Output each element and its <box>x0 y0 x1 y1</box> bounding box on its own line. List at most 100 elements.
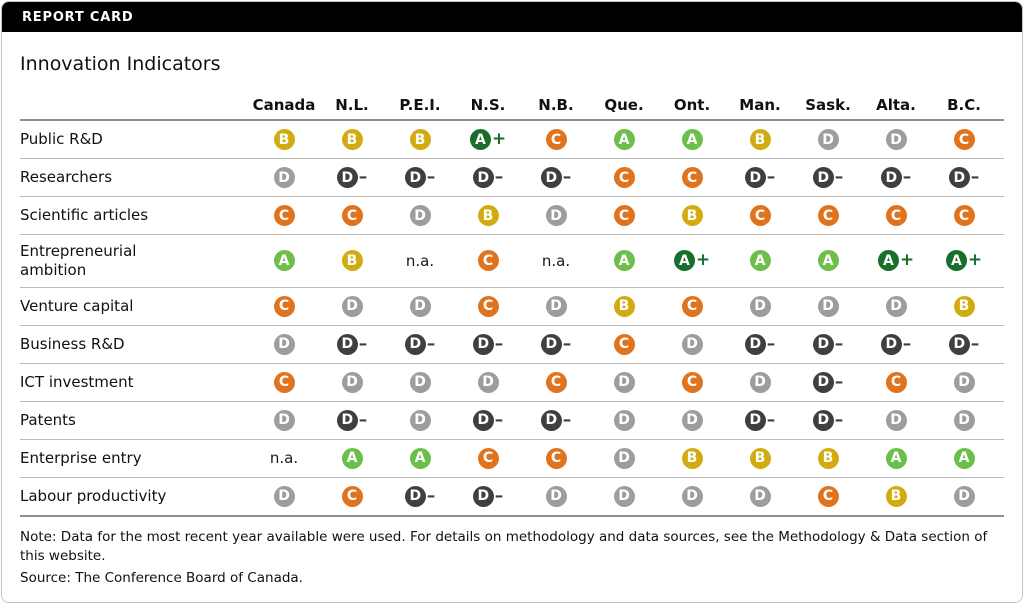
grade-cell: D <box>250 409 318 431</box>
grade-badge: D <box>885 129 907 150</box>
grade-cell: A <box>250 250 318 272</box>
grade-badge: A <box>341 447 363 469</box>
grade-cell: D – <box>862 167 930 188</box>
table-row: Enterprise entry n.a. A A C C D B B B A A <box>20 440 1004 478</box>
grade-badge: D <box>540 409 562 431</box>
row-label: Entrepreneurial ambition <box>20 242 137 279</box>
column-header: Sask. <box>805 95 851 114</box>
grade-suffix: – <box>902 333 912 354</box>
grade-badge: B <box>341 250 363 272</box>
grade-cell: C <box>250 371 318 393</box>
grade-cell: D <box>522 205 590 226</box>
grade-cell: A <box>386 447 454 469</box>
grade-badge: C <box>953 129 975 150</box>
grade-cell: A <box>590 129 658 150</box>
grade-cell: n.a. <box>522 252 590 270</box>
grade-cell: C <box>590 167 658 188</box>
grade-badge: D <box>744 409 766 431</box>
grade-badge: D <box>273 485 295 507</box>
grade-suffix: – <box>834 167 844 187</box>
grade-cell: D <box>250 333 318 355</box>
grade-cell: C <box>454 295 522 317</box>
grade-cell: D <box>318 295 386 317</box>
grade-badge: C <box>273 295 295 317</box>
grade-cell: C <box>590 333 658 355</box>
grade-suffix: – <box>562 167 572 187</box>
grade-cell: D – <box>386 333 454 355</box>
grade-badge: C <box>613 333 635 355</box>
grade-cell: B <box>658 205 726 226</box>
grade-badge: D <box>404 167 426 188</box>
grade-badge: B <box>953 295 975 317</box>
grade-badge: C <box>681 371 703 393</box>
grade-cell: D – <box>318 167 386 188</box>
grade-suffix: – <box>970 333 980 354</box>
row-label: ICT investment <box>20 372 134 391</box>
grade-cell: C <box>590 205 658 226</box>
grade-suffix: – <box>766 167 776 187</box>
grade-badge: D <box>336 409 358 431</box>
grade-badge: D <box>404 485 426 507</box>
grade-cell: B <box>658 447 726 469</box>
table-row: ICT investment C D D D C D C D D – C D <box>20 364 1004 402</box>
grade-cell: C <box>522 129 590 150</box>
grade-badge: A <box>749 250 771 272</box>
grade-cell: D <box>862 295 930 317</box>
grade-badge: D <box>817 129 839 150</box>
grade-badge: D <box>273 333 295 355</box>
grade-badge: D <box>336 167 358 188</box>
grade-badge: C <box>545 371 567 393</box>
column-header: P.E.I. <box>399 95 441 114</box>
grade-cell: n.a. <box>386 252 454 270</box>
grade-badge: D <box>953 409 975 431</box>
grade-badge: D <box>409 409 431 431</box>
page-title: Innovation Indicators <box>20 53 221 75</box>
grade-badge: A <box>673 250 695 272</box>
grade-badge: D <box>472 409 494 431</box>
grade-suffix: + <box>967 250 983 271</box>
grade-suffix: – <box>358 167 368 187</box>
grade-badge: D <box>336 333 358 355</box>
grade-cell: D <box>658 333 726 355</box>
table-row: Patents D D – D D – D – D D D – D – D D <box>20 402 1004 440</box>
grade-badge: D <box>744 167 766 188</box>
grade-cell: D <box>794 295 862 317</box>
row-label: Business R&D <box>20 334 125 353</box>
grade-cell: D <box>862 409 930 431</box>
grade-badge: D <box>681 409 703 431</box>
grade-suffix: + <box>491 129 507 149</box>
grade-cell: D <box>726 485 794 507</box>
grade-cell: C <box>522 447 590 469</box>
grade-badge: A <box>613 250 635 272</box>
grade-cell: C <box>794 205 862 226</box>
grade-badge: D <box>812 333 834 355</box>
grade-badge: D <box>948 333 970 355</box>
grade-cell: D – <box>794 333 862 355</box>
grade-cell: C <box>318 205 386 226</box>
grade-badge: A <box>885 447 907 469</box>
table-row: Public R&D B B B A + C A A B D D C <box>20 121 1004 159</box>
row-label: Scientific articles <box>20 206 149 225</box>
grade-cell: C <box>930 205 998 226</box>
grade-badge: B <box>409 129 431 150</box>
grade-suffix: – <box>766 409 776 430</box>
column-header: B.C. <box>947 95 981 114</box>
grade-na: n.a. <box>405 251 435 270</box>
column-header: Canada <box>252 95 316 114</box>
grade-badge: A <box>469 129 491 150</box>
grade-badge: B <box>273 129 295 150</box>
grade-cell: D <box>386 409 454 431</box>
grade-badge: D <box>749 295 771 317</box>
grade-cell: D <box>658 409 726 431</box>
grade-cell: D – <box>726 409 794 431</box>
grade-badge: D <box>812 167 834 188</box>
grade-badge: D <box>613 447 635 469</box>
column-header: Que. <box>604 95 644 114</box>
grade-cell: B <box>318 129 386 150</box>
grade-cell: D <box>794 129 862 150</box>
grade-badge: A <box>613 129 635 150</box>
grade-badge: C <box>477 447 499 469</box>
grade-badge: C <box>477 250 499 272</box>
grade-badge: D <box>817 295 839 317</box>
